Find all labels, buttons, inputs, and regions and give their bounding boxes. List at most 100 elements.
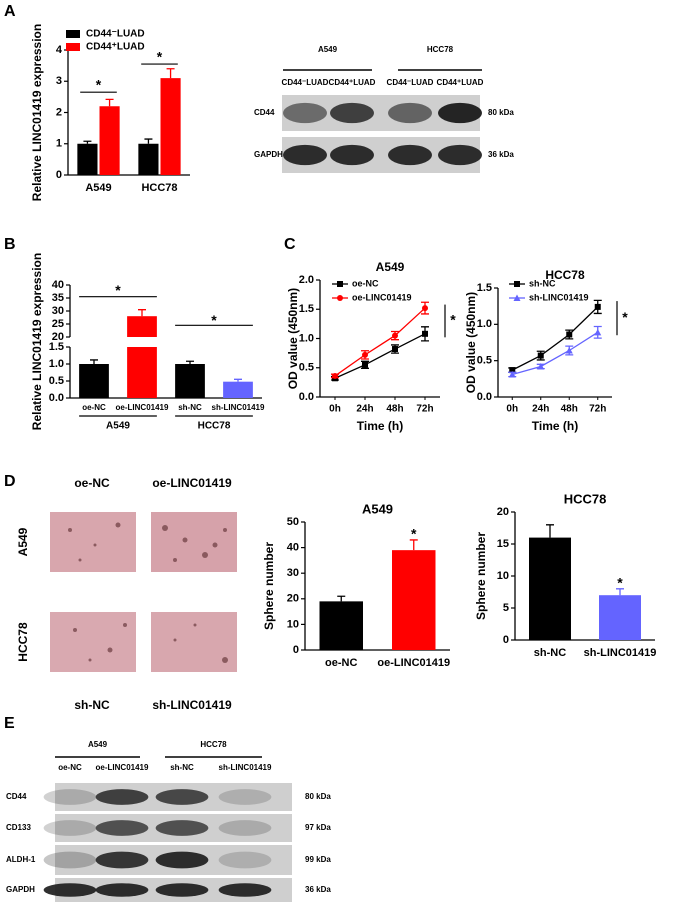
blot-band	[155, 883, 209, 897]
significance-label: *	[157, 49, 163, 65]
x-tick-label: A549	[85, 182, 111, 194]
series-line	[512, 331, 599, 376]
x-tick-label: sh-NC	[534, 647, 566, 659]
x-tick-label: 48h	[386, 404, 403, 415]
size-label: 97 kDa	[305, 823, 331, 832]
lane-label: sh-NC	[170, 763, 194, 772]
marker	[509, 367, 516, 374]
marker	[566, 331, 573, 338]
cell-line-label: A549	[318, 45, 338, 54]
panel-label: B	[4, 236, 16, 253]
x-tick-label: 48h	[561, 404, 578, 415]
blot-band	[95, 851, 149, 869]
blot-band	[283, 144, 327, 166]
cell-line-label: HCC78	[200, 740, 227, 749]
bar	[99, 106, 120, 175]
bar	[79, 364, 109, 398]
bar	[127, 316, 157, 337]
x-tick-label: oe-LINC01419	[377, 657, 450, 669]
legend-swatch	[66, 30, 80, 38]
legend-swatch	[66, 43, 80, 51]
x-axis-label: Time (h)	[532, 419, 578, 433]
error-bar	[593, 299, 602, 315]
series-line	[511, 306, 599, 371]
x-tick-label: sh-LINC01419	[584, 647, 657, 659]
bar	[599, 595, 641, 640]
marker	[332, 372, 338, 379]
error-bar	[234, 378, 242, 382]
y-tick-label: 0.5	[477, 355, 492, 367]
legend-label: oe-NC	[352, 278, 379, 288]
blot-band	[330, 144, 374, 166]
y-tick-label: 1.5	[477, 282, 492, 294]
marker	[514, 281, 520, 287]
error-bar	[144, 138, 153, 144]
x-tick-label: 24h	[356, 404, 373, 415]
bar	[392, 550, 436, 650]
blot-band	[438, 144, 482, 166]
group-label: A549	[106, 421, 130, 432]
error-bar	[409, 539, 418, 551]
y-axis-label: Relative LINC01419 expression	[30, 24, 44, 201]
marker	[362, 351, 368, 358]
column-label: sh-NC	[74, 698, 110, 712]
size-label: 36 kDa	[488, 150, 514, 159]
x-tick-label: sh-NC	[178, 403, 202, 412]
y-axis-label: OD value (450nm)	[286, 288, 300, 389]
lane-label: sh-LINC01419	[219, 763, 272, 772]
bar	[319, 601, 363, 650]
y-tick-label: 1.0	[49, 358, 64, 370]
error-bar	[90, 359, 98, 364]
marker	[513, 294, 521, 301]
y-tick-label: 1	[56, 138, 62, 150]
error-bar	[546, 524, 554, 538]
spheres	[68, 522, 228, 663]
error-bar	[616, 588, 624, 596]
chart-title: HCC78	[564, 491, 607, 506]
y-tick-label: 1.0	[477, 318, 492, 330]
column-label: oe-LINC01419	[152, 476, 232, 490]
panel-label: D	[4, 473, 16, 490]
blot-band	[43, 883, 97, 897]
y-tick-label: 0	[293, 644, 299, 656]
marker	[392, 346, 398, 353]
lane-label: CD44⁺LUAD	[329, 78, 376, 87]
significance-label: *	[96, 77, 102, 93]
y-tick-label: 2	[56, 106, 62, 118]
cell-line-label: HCC78	[427, 45, 454, 54]
size-label: 80 kDa	[488, 108, 514, 117]
y-tick-label: 20	[497, 506, 509, 518]
marker	[337, 295, 343, 301]
error-bar	[186, 360, 194, 364]
y-tick-label: 0.0	[49, 392, 64, 404]
marker	[565, 346, 573, 354]
y-tick-label: 20	[52, 331, 64, 343]
y-tick-label: 35	[52, 292, 64, 304]
chart-title: A549	[362, 501, 393, 516]
protein-label: ALDH-1	[6, 855, 36, 864]
marker	[362, 361, 368, 368]
marker	[392, 332, 398, 339]
y-tick-label: 30	[52, 305, 64, 317]
y-tick-label: 0	[503, 634, 509, 646]
marker	[337, 281, 343, 287]
x-tick-label: 24h	[532, 404, 549, 415]
error-bar	[421, 326, 429, 342]
y-tick-label: 40	[52, 279, 64, 291]
protein-label: CD44	[254, 108, 275, 117]
micrograph	[151, 612, 237, 672]
legend-label: sh-LINC01419	[529, 292, 589, 302]
series-line	[334, 333, 426, 379]
y-axis-label: Sphere number	[474, 532, 488, 620]
y-tick-label: 1.0	[299, 332, 314, 344]
y-tick-label: 50	[287, 516, 299, 528]
y-tick-label: 40	[287, 542, 299, 554]
blot-band	[155, 789, 209, 805]
significance-label: *	[411, 526, 417, 542]
chart-title: A549	[376, 260, 405, 274]
protein-label: CD133	[6, 823, 31, 832]
legend-label: sh-NC	[529, 278, 556, 288]
lane-label: oe-LINC01419	[96, 763, 149, 772]
bar	[223, 381, 253, 398]
x-tick-label: oe-NC	[325, 657, 357, 669]
